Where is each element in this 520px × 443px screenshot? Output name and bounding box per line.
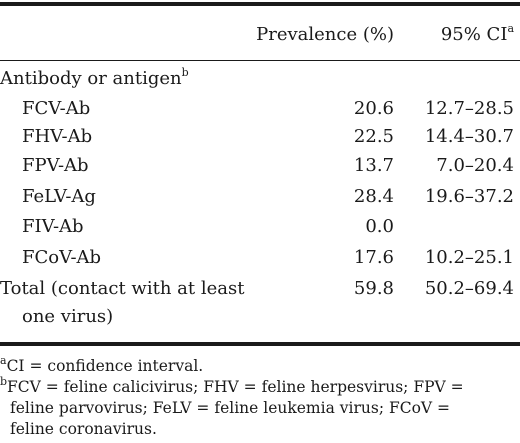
row-prevalence-fhv: 22.5 <box>353 126 394 147</box>
footnote-b-mark: b <box>0 374 8 388</box>
row-label-fpv: FPV-Ab <box>22 155 89 176</box>
table-bottom-rule <box>0 342 520 346</box>
total-label-line2: one virus) <box>22 306 114 327</box>
footnote-b-line3: feline coronavirus. <box>10 420 157 438</box>
section-label: Antibody or antigenb <box>0 66 189 89</box>
total-prevalence: 59.8 <box>353 278 394 299</box>
footnote-a: aCI = confidence interval. <box>0 353 204 375</box>
total-ci: 50.2–69.4 <box>424 278 514 299</box>
header-ci: 95% CIa <box>440 22 514 45</box>
footnote-b-line1: bFCV = feline calicivirus; FHV = feline … <box>0 374 464 396</box>
row-prevalence-fcov: 17.6 <box>353 247 394 268</box>
row-ci-fpv: 7.0–20.4 <box>436 155 514 176</box>
table-top-rule <box>0 2 520 6</box>
row-ci-felv: 19.6–37.2 <box>424 186 514 207</box>
row-prevalence-felv: 28.4 <box>353 186 394 207</box>
footnote-a-mark: a <box>0 353 7 367</box>
header-ci-footnote-mark: a <box>507 22 514 35</box>
row-label-fcv: FCV-Ab <box>22 98 91 119</box>
row-label-fhv: FHV-Ab <box>22 126 93 147</box>
header-rule <box>0 60 520 61</box>
row-label-fcov: FCoV-Ab <box>22 247 102 268</box>
row-prevalence-fcv: 20.6 <box>353 98 394 119</box>
header-prevalence: Prevalence (%) <box>256 24 394 45</box>
row-prevalence-fpv: 13.7 <box>353 155 394 176</box>
section-footnote-mark: b <box>181 66 189 79</box>
row-label-felv: FeLV-Ag <box>22 186 96 207</box>
row-ci-fcov: 10.2–25.1 <box>424 247 514 268</box>
footnote-b-line2: feline parvovirus; FeLV = feline leukemi… <box>10 399 451 417</box>
total-label-line1: Total (contact with at least <box>0 278 245 299</box>
row-ci-fcv: 12.7–28.5 <box>424 98 514 119</box>
row-prevalence-fiv: 0.0 <box>365 216 394 237</box>
row-label-fiv: FIV-Ab <box>22 216 84 237</box>
row-ci-fhv: 14.4–30.7 <box>424 126 514 147</box>
